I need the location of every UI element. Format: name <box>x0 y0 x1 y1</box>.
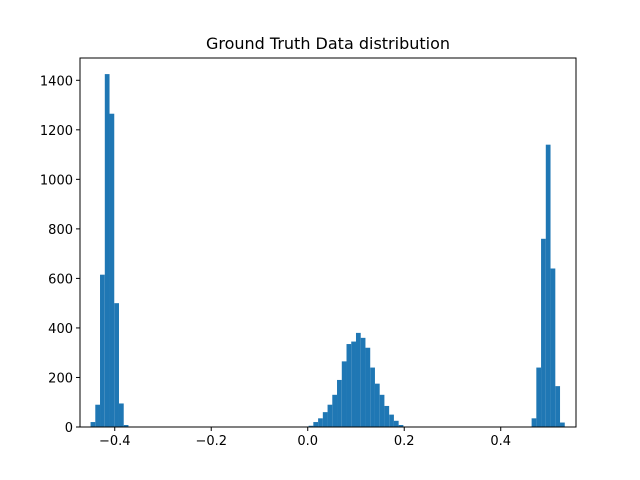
y-axis-ticks: 0 200 400 600 800 1000 1200 1400 <box>40 74 80 436</box>
histogram-bar <box>560 422 565 427</box>
histogram-bar <box>536 367 542 427</box>
histogram-bar <box>389 414 394 427</box>
x-tick-label: 0.4 <box>490 434 511 449</box>
histogram-bar <box>545 144 551 427</box>
plot-frame <box>79 57 577 428</box>
histogram-bar <box>327 404 333 427</box>
histogram-bar <box>123 425 129 427</box>
histogram-bar <box>341 361 347 427</box>
histogram-bar <box>346 344 352 427</box>
y-tick-label: 400 <box>48 322 73 337</box>
histogram-bar <box>100 274 105 427</box>
histogram-bar <box>308 425 314 427</box>
histogram-bar <box>322 412 328 427</box>
histogram-bar <box>541 238 546 427</box>
histogram-bar <box>393 420 399 427</box>
x-tick-label: 0.2 <box>394 434 415 449</box>
y-tick-label: 1400 <box>40 74 73 89</box>
chart-title: Ground Truth Data distribution <box>206 34 450 53</box>
x-tick-label: 0.0 <box>297 434 318 449</box>
histogram-bar <box>351 341 356 427</box>
y-tick-label: 0 <box>65 421 73 436</box>
y-tick-label: 200 <box>48 371 73 386</box>
histogram-bar <box>370 367 375 427</box>
histogram-bar <box>374 383 380 427</box>
histogram-bar <box>384 405 390 427</box>
histogram-bar <box>555 386 561 427</box>
histogram-bar <box>355 332 361 427</box>
histogram-bar <box>313 422 319 427</box>
histogram-bar <box>550 268 556 427</box>
y-tick-label: 1000 <box>40 173 73 188</box>
histogram-bar <box>398 425 404 427</box>
histogram-bar <box>531 418 537 427</box>
histogram-bar <box>365 347 371 427</box>
histogram-bar <box>360 337 366 427</box>
x-tick-label: −0.4 <box>99 434 131 449</box>
y-tick-label: 600 <box>48 272 73 287</box>
histogram-bars <box>90 74 565 427</box>
y-tick-label: 800 <box>48 223 73 238</box>
x-axis-ticks: −0.4 −0.2 0.0 0.2 0.4 <box>99 427 511 449</box>
y-tick-label: 1200 <box>40 124 73 139</box>
histogram-bar <box>109 113 115 427</box>
histogram-bar <box>114 303 119 427</box>
histogram-bar <box>90 422 96 427</box>
histogram-bar <box>337 379 342 427</box>
x-tick-label: −0.2 <box>195 434 227 449</box>
histogram-bar <box>118 403 124 427</box>
histogram-bar <box>332 394 338 427</box>
histogram-bar <box>318 418 323 427</box>
histogram-bar <box>95 404 101 427</box>
histogram-bar <box>104 74 110 427</box>
histogram-bar <box>379 394 385 427</box>
